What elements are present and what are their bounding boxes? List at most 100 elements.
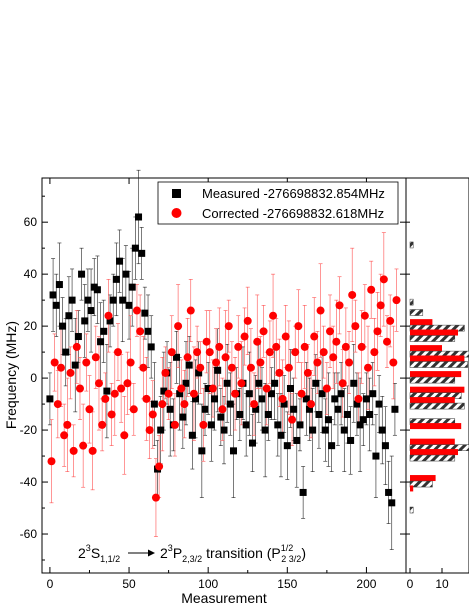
corrected-point — [177, 384, 186, 393]
measured-point — [147, 343, 155, 351]
corrected-point — [373, 327, 382, 336]
measured-point — [68, 296, 76, 304]
corrected-point — [85, 405, 94, 414]
corrected-point — [53, 400, 62, 409]
measured-point — [296, 421, 304, 429]
plot-frame — [41, 177, 407, 574]
corrected-point — [367, 285, 376, 294]
annotation-part: 2 — [78, 545, 86, 561]
annotation-part: 3 — [86, 543, 91, 553]
measured-point — [144, 327, 152, 335]
measured-point — [356, 421, 364, 429]
corrected-point — [69, 446, 78, 455]
measured-point — [195, 369, 203, 377]
measured-point — [122, 270, 130, 278]
measured-point — [236, 410, 244, 418]
measured-point — [328, 442, 336, 450]
corrected-point — [284, 363, 293, 372]
measured-point — [350, 379, 358, 387]
measured-point — [179, 413, 187, 421]
histogram — [409, 241, 469, 514]
corrected-point — [307, 400, 316, 409]
hist-bar-corrected — [410, 345, 442, 352]
corrected-point — [148, 410, 157, 419]
measured-point — [264, 410, 272, 418]
measured-point — [160, 387, 168, 395]
measured-point — [125, 301, 133, 309]
hist-bar-corrected — [410, 371, 462, 378]
corrected-point — [224, 322, 233, 331]
measured-point — [261, 426, 269, 434]
hist-bar-corrected — [410, 449, 458, 456]
annotation-part: P — [173, 545, 182, 561]
measured-point — [150, 400, 158, 408]
corrected-point — [303, 368, 312, 377]
corrected-point — [253, 337, 262, 346]
measured-point — [331, 395, 339, 403]
corrected-point — [136, 327, 145, 336]
corrected-point — [199, 420, 208, 429]
corrected-point — [94, 379, 103, 388]
measured-point — [182, 379, 190, 387]
y-tick-label: 60 — [24, 215, 38, 229]
measured-point — [198, 447, 206, 455]
measured-point — [192, 395, 200, 403]
measured-point — [229, 447, 237, 455]
corrected-point — [167, 348, 176, 357]
measured-point — [71, 361, 79, 369]
measured-point — [106, 317, 114, 325]
histogram-frame — [405, 177, 469, 574]
measured-point — [207, 421, 215, 429]
corrected-point — [63, 420, 72, 429]
measured-point — [109, 296, 117, 304]
corrected-point — [126, 358, 135, 367]
measured-point — [267, 390, 275, 398]
annotation-part: transition (P — [202, 545, 281, 561]
x-tick-label: 50 — [122, 577, 136, 591]
axes: 0 50 100 150 200 -60 -40 -20 0 20 40 60 0 10 — [20, 178, 449, 591]
hist-bar-measured — [409, 335, 456, 342]
corrected-point — [50, 358, 59, 367]
corrected-point — [319, 348, 328, 357]
hist-bar-measured — [409, 361, 468, 368]
corrected-point — [348, 290, 357, 299]
measured-point — [359, 416, 367, 424]
x-tick-label: 150 — [277, 577, 297, 591]
corrected-point — [88, 446, 97, 455]
measured-point — [204, 384, 212, 392]
corrected-point — [256, 358, 265, 367]
y-tick-label: -40 — [20, 475, 38, 489]
corrected-point — [297, 389, 306, 398]
measured-point — [318, 390, 326, 398]
hist-bar-corrected — [410, 329, 458, 336]
measured-point — [271, 379, 279, 387]
corrected-point — [243, 316, 252, 325]
corrected-point — [364, 363, 373, 372]
hist-bar-corrected — [410, 355, 465, 362]
hist-x-tick-label: 0 — [407, 577, 414, 591]
measured-point — [173, 353, 181, 361]
hist-bar-measured — [409, 402, 465, 410]
measured-point — [242, 421, 250, 429]
corrected-point — [129, 405, 138, 414]
measured-point — [226, 400, 234, 408]
measured-point — [185, 361, 193, 369]
corrected-point — [110, 389, 119, 398]
corrected-point — [155, 462, 164, 471]
corrected-point — [246, 363, 255, 372]
hist-bar-corrected — [410, 397, 455, 404]
annotation-part: 1/2 — [281, 543, 294, 553]
hist-bar-measured — [409, 506, 414, 514]
annotation-part: 2 — [160, 545, 168, 561]
hist-bar-measured — [409, 480, 433, 488]
corrected-point — [196, 363, 205, 372]
corrected-point — [291, 348, 300, 357]
measured-point — [78, 270, 86, 278]
measured-point — [321, 426, 329, 434]
hist-bar-measured — [409, 454, 456, 462]
corrected-point — [221, 353, 230, 362]
corrected-point — [113, 348, 122, 357]
corrected-point — [82, 358, 91, 367]
corrected-point — [237, 379, 246, 388]
measured-point — [93, 286, 101, 294]
